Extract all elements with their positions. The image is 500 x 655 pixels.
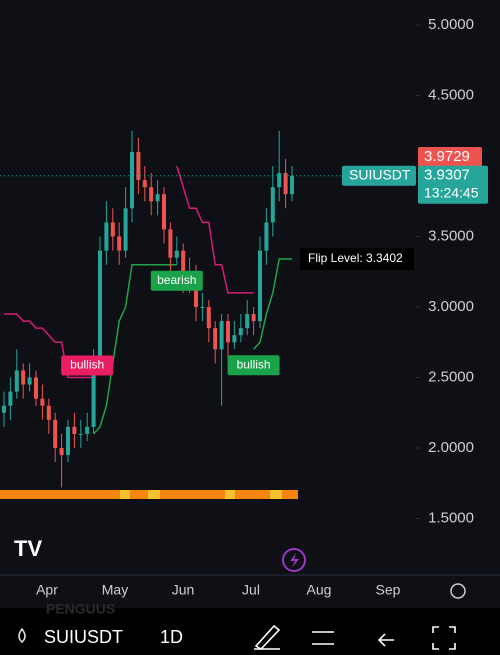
- candle-body: [290, 175, 294, 195]
- candle-body: [14, 370, 19, 392]
- candle-body: [72, 426, 77, 434]
- y-tick-label: 4.5000: [428, 86, 474, 103]
- bear-line: [4, 165, 254, 379]
- lightning-icon[interactable]: [282, 548, 306, 572]
- candle-body: [226, 321, 230, 343]
- candle-body: [91, 363, 96, 427]
- candle-body: [46, 405, 51, 420]
- x-tick-label: Aug: [307, 582, 332, 598]
- candle-body: [136, 151, 141, 181]
- mark-price-box: [418, 147, 482, 167]
- y-tick-label: 2.0000: [428, 439, 474, 456]
- countdown: 13:24:45: [424, 184, 479, 200]
- y-tick-label: 3.5000: [428, 227, 474, 244]
- lightning-bolt: [290, 553, 299, 568]
- x-tick-label: Jun: [172, 582, 195, 598]
- symbol-label: SUIUSDT: [349, 166, 411, 182]
- flip-label: Flip Level: 3.3402: [308, 251, 403, 265]
- indicators-icon[interactable]: [312, 631, 334, 645]
- y-tick-label: 2.5000: [428, 368, 474, 385]
- candle-body: [142, 180, 147, 188]
- chart-background: [0, 0, 500, 608]
- x-tick-label: Jul: [242, 582, 260, 598]
- candle-body: [149, 187, 154, 202]
- candle-body: [162, 194, 166, 230]
- x-tick-label: Apr: [36, 582, 58, 598]
- candle-body: [277, 173, 282, 188]
- candle-body: [78, 433, 83, 435]
- candle-body: [206, 307, 211, 329]
- toolbar-interval[interactable]: 1D: [160, 627, 183, 647]
- strip-segment: [270, 490, 282, 499]
- strip-segment: [148, 490, 160, 499]
- last-price-box: [418, 165, 488, 204]
- candle-body: [213, 328, 218, 350]
- candle-body: [168, 229, 173, 258]
- candle-body: [251, 314, 256, 322]
- y-tick-label: 5.0000: [428, 16, 474, 33]
- signal-label: bearish: [157, 273, 196, 287]
- x-tick-label: Sep: [376, 582, 401, 598]
- candle-body: [264, 222, 269, 251]
- candle-body: [181, 250, 186, 279]
- undo-icon[interactable]: [377, 633, 394, 647]
- candle-body: [53, 419, 58, 448]
- candle-body: [85, 426, 90, 434]
- candle-body: [34, 377, 38, 399]
- symbol-box: [342, 165, 416, 186]
- candle-body: [110, 222, 115, 237]
- watermark: PENGUUS: [46, 601, 115, 617]
- candle-body: [117, 236, 122, 251]
- draw-icon[interactable]: [254, 624, 281, 651]
- candle-body: [21, 370, 26, 385]
- candle-body: [104, 222, 109, 251]
- fullscreen-icon[interactable]: [432, 626, 456, 650]
- candle-body: [2, 405, 6, 413]
- candle-body: [98, 250, 102, 364]
- x-tick-label: May: [102, 582, 128, 598]
- candle-body: [123, 208, 128, 251]
- signal-box: [61, 355, 114, 376]
- strip-segment: [120, 490, 130, 499]
- settings-icon[interactable]: [450, 583, 466, 599]
- plot: 5.00004.50004.00003.50003.00002.50002.00…: [0, 16, 488, 598]
- last-price-label: 3.9307: [424, 167, 470, 184]
- signal-label: bullish: [70, 358, 104, 372]
- y-tick-label: 3.0000: [428, 298, 474, 315]
- candle-body: [238, 328, 243, 336]
- candle-body: [40, 398, 45, 406]
- candle-body: [283, 173, 288, 195]
- candle-body: [270, 187, 275, 223]
- signal-label: bullish: [237, 357, 271, 371]
- candle-body: [219, 321, 224, 350]
- signal-box: [150, 270, 203, 291]
- strip-segment: [225, 490, 235, 499]
- candle-body: [27, 377, 32, 385]
- tv-logo: TV: [14, 536, 42, 561]
- mark-price-label: 3.9729: [424, 148, 470, 165]
- candle-body: [59, 448, 64, 456]
- candle-body: [155, 194, 160, 202]
- flip-box: [300, 248, 414, 271]
- candle-body: [174, 250, 179, 258]
- strip: [0, 490, 298, 499]
- candle-body: [200, 307, 205, 308]
- candle-body: [258, 250, 262, 322]
- signal-box: [227, 355, 280, 376]
- coin-icon: [18, 627, 26, 644]
- toolbar-symbol[interactable]: SUIUSDT: [44, 627, 123, 647]
- candle-body: [66, 426, 70, 456]
- candle-body: [8, 391, 13, 406]
- y-tick-label: 1.5000: [428, 509, 474, 526]
- candle-body: [130, 151, 134, 209]
- candle-body: [245, 314, 250, 329]
- bull-line: [93, 258, 292, 435]
- candle-body: [232, 335, 237, 343]
- toolbar: [0, 608, 500, 655]
